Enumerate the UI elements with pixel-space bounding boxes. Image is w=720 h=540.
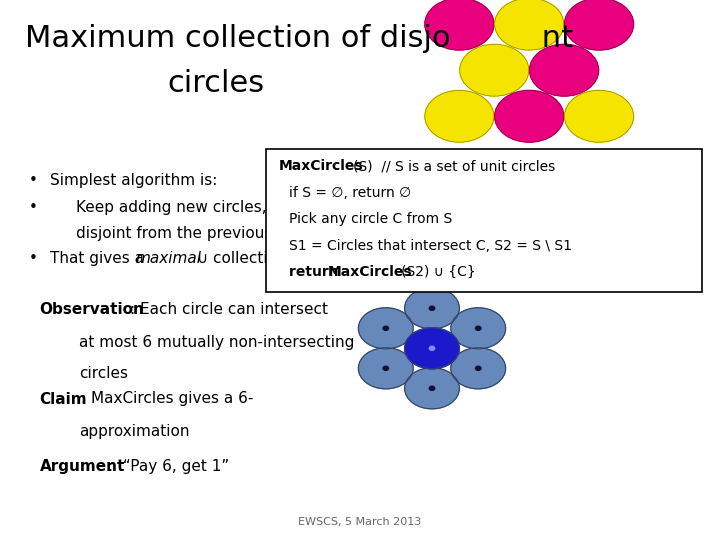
- Circle shape: [495, 0, 564, 50]
- Circle shape: [564, 90, 634, 142]
- Text: (S2) ∪ {C}: (S2) ∪ {C}: [401, 265, 476, 279]
- Text: MaxCircles: MaxCircles: [279, 159, 364, 173]
- Circle shape: [529, 44, 598, 96]
- Text: Observation: Observation: [40, 302, 145, 318]
- Text: at most 6 mutually non-intersecting: at most 6 mutually non-intersecting: [79, 335, 354, 350]
- Text: return: return: [289, 265, 344, 279]
- FancyBboxPatch shape: [266, 148, 702, 292]
- Circle shape: [495, 90, 564, 142]
- Circle shape: [405, 288, 459, 329]
- Text: (S)  // S is a set of unit circles: (S) // S is a set of unit circles: [353, 159, 555, 173]
- Text: approximation: approximation: [79, 424, 189, 439]
- Circle shape: [451, 348, 505, 389]
- Circle shape: [425, 90, 494, 142]
- Text: disjoint from the previous ones: disjoint from the previous ones: [76, 226, 313, 241]
- Text: : Each circle can intersect: : Each circle can intersect: [130, 302, 328, 318]
- Circle shape: [383, 326, 389, 330]
- Circle shape: [429, 386, 435, 390]
- Circle shape: [359, 308, 413, 349]
- Circle shape: [475, 326, 481, 330]
- Text: maximal: maximal: [135, 251, 202, 266]
- Text: if S = ∅, return ∅: if S = ∅, return ∅: [289, 186, 412, 200]
- Text: circles: circles: [168, 69, 264, 98]
- Text: •: •: [29, 251, 37, 266]
- Circle shape: [429, 346, 435, 350]
- Text: Simplest algorithm is:: Simplest algorithm is:: [50, 173, 217, 188]
- Text: circles: circles: [79, 366, 128, 381]
- Circle shape: [475, 366, 481, 370]
- Circle shape: [383, 366, 389, 370]
- Text: :  “Pay 6, get 1”: : “Pay 6, get 1”: [108, 459, 229, 474]
- Circle shape: [460, 44, 529, 96]
- Text: That gives a: That gives a: [50, 251, 149, 266]
- Text: Argument: Argument: [40, 459, 125, 474]
- Text: Maximum collection of disjo: Maximum collection of disjo: [25, 24, 451, 53]
- Circle shape: [405, 368, 459, 409]
- Circle shape: [564, 0, 634, 50]
- Text: : MaxCircles gives a 6-: : MaxCircles gives a 6-: [81, 392, 253, 407]
- Text: Pick any circle C from S: Pick any circle C from S: [289, 212, 453, 226]
- Text: Claim: Claim: [40, 392, 87, 407]
- Circle shape: [451, 308, 505, 349]
- Text: nt: nt: [25, 24, 573, 53]
- Text: Keep adding new circles,: Keep adding new circles,: [76, 200, 266, 215]
- Text: •: •: [29, 173, 37, 188]
- Text: EWSCS, 5 March 2013: EWSCS, 5 March 2013: [298, 516, 422, 526]
- Circle shape: [425, 0, 494, 50]
- Circle shape: [429, 306, 435, 310]
- Text: S1 = Circles that intersect C, S2 = S \ S1: S1 = Circles that intersect C, S2 = S \ …: [289, 239, 572, 253]
- Circle shape: [359, 348, 413, 389]
- Text: •: •: [29, 200, 37, 215]
- Text: MaxCircles: MaxCircles: [328, 265, 413, 279]
- Circle shape: [405, 328, 459, 369]
- Text: ∪ collection.: ∪ collection.: [197, 251, 291, 266]
